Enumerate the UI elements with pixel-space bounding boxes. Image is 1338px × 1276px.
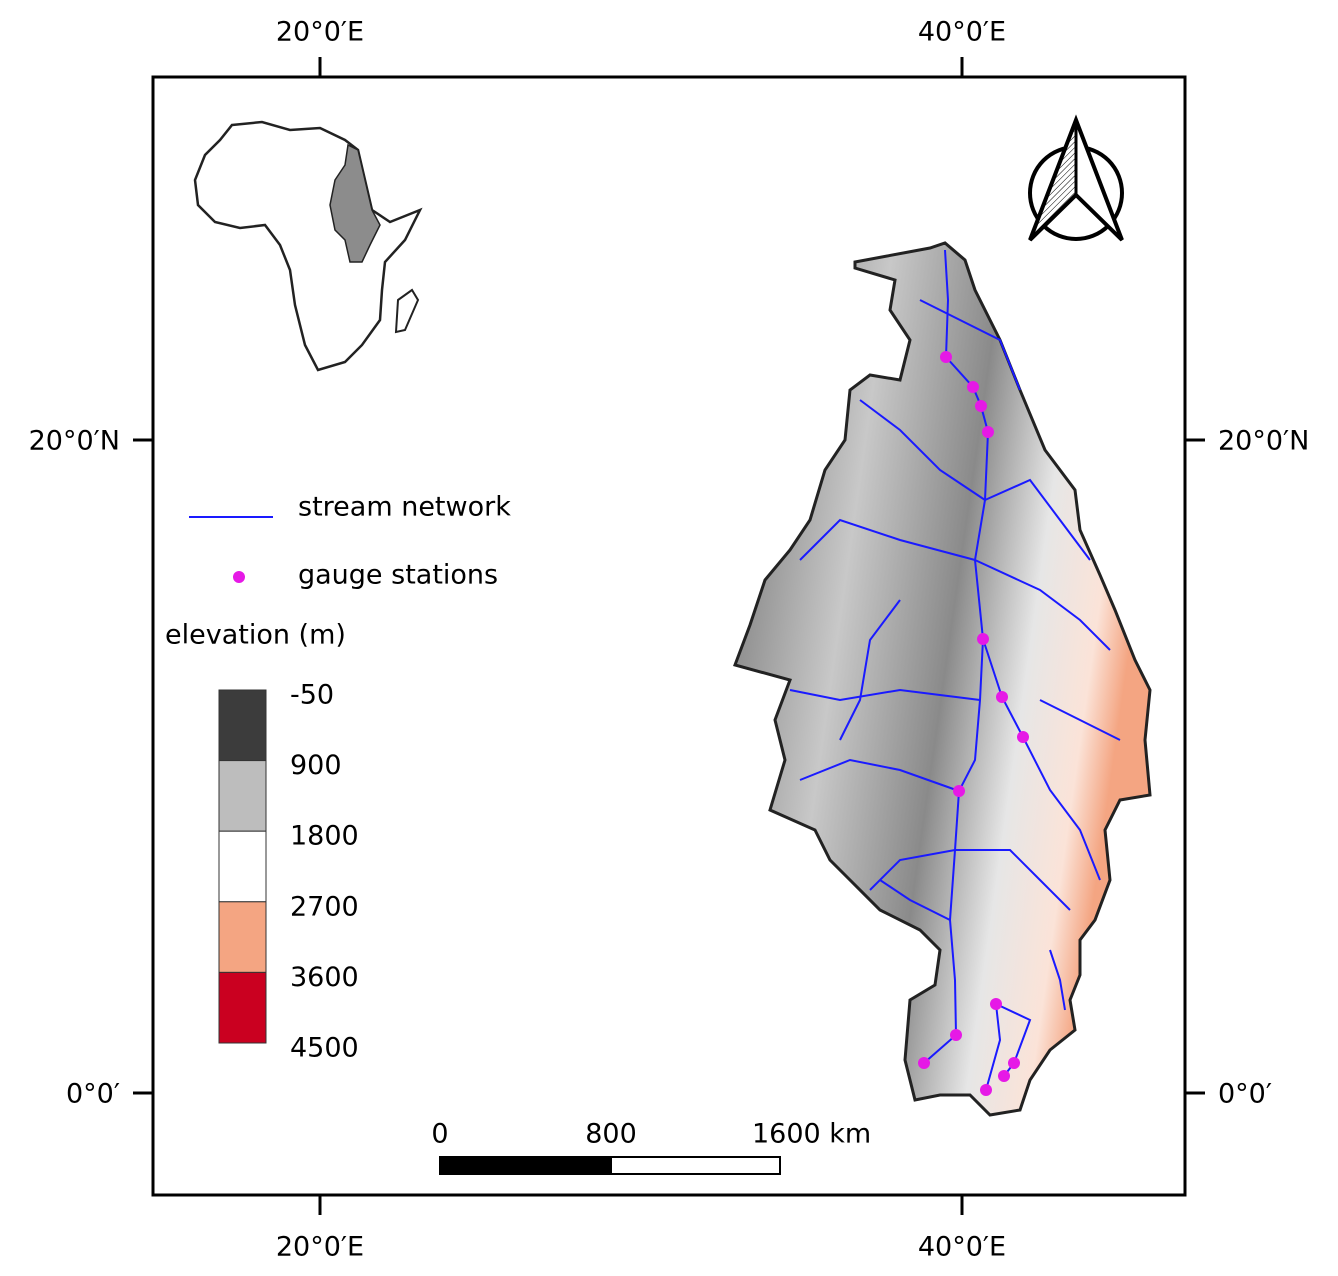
africa-inset xyxy=(193,120,423,372)
lat-label: 20°0′N xyxy=(29,426,120,457)
colorbar-label: -50 xyxy=(290,680,334,711)
scale-bar-segment xyxy=(610,1156,781,1175)
colorbar-class xyxy=(218,689,267,762)
scale-label: 0 xyxy=(431,1119,448,1150)
colorbar-label: 900 xyxy=(290,750,342,781)
legend-label: gauge stations xyxy=(298,560,498,591)
scale-label: 800 xyxy=(585,1119,637,1150)
colorbar-label: 1800 xyxy=(290,821,359,852)
lon-label: 40°0′E xyxy=(918,17,1006,48)
gauge-stations xyxy=(918,351,1029,1096)
scale-label: 1600 km xyxy=(752,1119,871,1150)
legend-label: stream network xyxy=(298,492,511,523)
colorbar-class xyxy=(218,830,267,903)
colorbar-class xyxy=(218,971,267,1044)
lon-label: 20°0′E xyxy=(276,1232,364,1263)
colorbar-class xyxy=(218,760,267,832)
colorbar: -50 900 1800 2700 3600 4500 xyxy=(218,680,359,1064)
colorbar-class xyxy=(218,901,267,973)
basin xyxy=(733,241,1152,1117)
stream-network xyxy=(789,249,1121,1091)
legend-title: elevation (m) xyxy=(165,620,346,651)
ticks xyxy=(133,57,1205,1215)
lat-label: 0°0′ xyxy=(66,1079,120,1110)
colorbar-label: 4500 xyxy=(290,1033,359,1064)
north-arrow xyxy=(1028,114,1124,242)
legend-gauge-symbol xyxy=(233,571,245,583)
lat-label: 20°0′N xyxy=(1218,426,1309,457)
colorbar-label: 2700 xyxy=(290,891,359,922)
scale-bar-segment xyxy=(439,1156,612,1175)
lat-label: 0°0′ xyxy=(1218,1079,1272,1110)
lon-label: 40°0′E xyxy=(918,1232,1006,1263)
map-frame xyxy=(151,75,1187,1197)
lon-label: 20°0′E xyxy=(276,17,364,48)
colorbar-label: 3600 xyxy=(290,962,359,993)
